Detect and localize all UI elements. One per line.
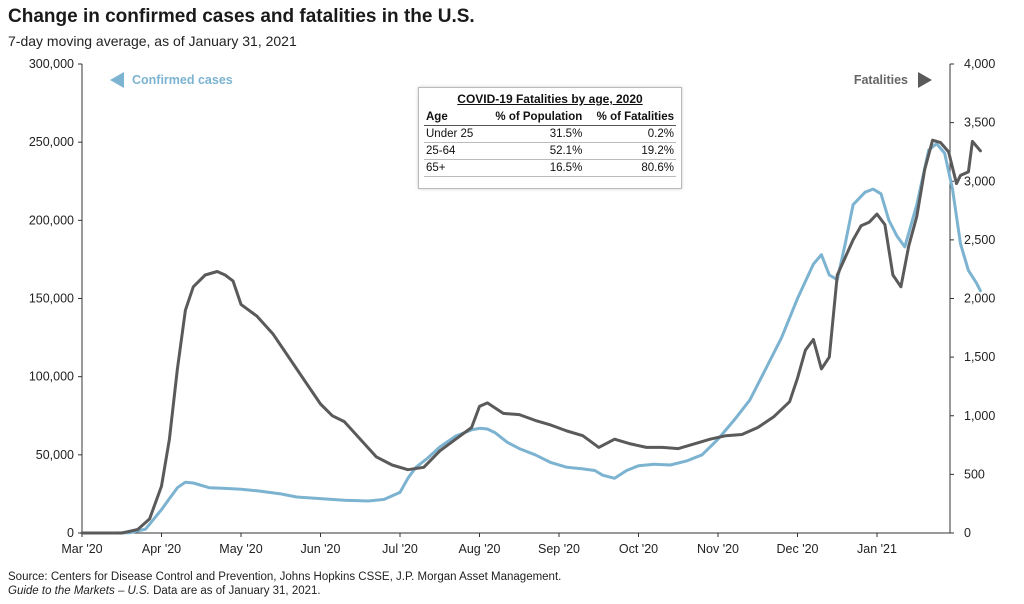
legend-fatalities-label: Fatalities [854, 73, 908, 87]
x-tick-label: Jul '20 [382, 542, 418, 556]
guide-note: Guide to the Markets – U.S. Data are as … [8, 584, 561, 598]
inset-cell: Under 25 [424, 125, 482, 143]
table-row: Under 25 31.5% 0.2% [424, 125, 676, 143]
x-tick-label: Aug '20 [458, 542, 500, 556]
inset-cell: 65+ [424, 159, 482, 177]
x-tick-label: Jan '21 [857, 542, 897, 556]
chart-title: Change in confirmed cases and fatalities… [8, 6, 475, 27]
y-right-tick-label: 0 [964, 526, 971, 540]
y-left-tick-label: 50,000 [36, 448, 74, 462]
inset-cell: 16.5% [481, 159, 585, 177]
legend-cases-label: Confirmed cases [132, 73, 233, 87]
inset-cell: 25-64 [424, 142, 482, 160]
inset-header-fatalities: % of Fatalities [584, 109, 676, 126]
series-line-fatalities [80, 138, 982, 535]
footer: Source: Centers for Disease Control and … [8, 570, 561, 598]
y-right-tick-label: 2,500 [964, 233, 995, 247]
series-line-confirmed-cases [80, 142, 982, 535]
table-row: 65+ 16.5% 80.6% [424, 159, 676, 177]
right-arrow-icon [918, 72, 932, 88]
chart-lines [80, 138, 982, 535]
y-left-tick-label: 200,000 [29, 213, 74, 227]
inset-cell: 52.1% [481, 142, 585, 160]
y-right-tick-label: 3,500 [964, 116, 995, 130]
inset-cell: 0.2% [584, 125, 676, 143]
y-right-tick-label: 4,000 [964, 57, 995, 71]
inset-header-age: Age [424, 109, 482, 126]
y-right-tick-label: 1,500 [964, 350, 995, 364]
y-left-tick-label: 0 [67, 526, 74, 540]
inset-cell: 31.5% [481, 125, 585, 143]
guide-title: Guide to the Markets – U.S. [8, 585, 150, 597]
x-tick-label: Jun '20 [301, 542, 341, 556]
inset-header-population: % of Population [481, 109, 585, 126]
left-arrow-icon [110, 72, 124, 88]
y-right-tick-label: 3,000 [964, 174, 995, 188]
inset-cell: 80.6% [584, 159, 676, 177]
fatalities-by-age-table: COVID-19 Fatalities by age, 2020 Age % o… [418, 87, 682, 189]
y-right-tick-label: 500 [964, 467, 985, 481]
chart-legend: Confirmed cases Fatalities [110, 72, 932, 88]
table-row: 25-64 52.1% 19.2% [424, 142, 676, 160]
chart-axes: 0 50,000 100,000 150,000 200,000 250,000 300,0… [29, 57, 996, 556]
x-tick-label: Nov '20 [697, 542, 739, 556]
y-right-tick-label: 2,000 [964, 292, 995, 306]
x-tick-label: Mar '20 [61, 542, 102, 556]
y-right-tick-label: 1,000 [964, 409, 995, 423]
y-left-tick-label: 150,000 [29, 292, 74, 306]
x-tick-label: Oct '20 [619, 542, 658, 556]
y-left-tick-label: 300,000 [29, 57, 74, 71]
chart-subtitle: 7-day moving average, as of January 31, … [8, 33, 297, 49]
inset-table: Age % of Population % of Fatalities Unde… [424, 109, 676, 177]
inset-cell: 19.2% [584, 142, 676, 160]
x-tick-label: Sep '20 [538, 542, 580, 556]
inset-title: COVID-19 Fatalities by age, 2020 [457, 92, 643, 106]
source-note: Source: Centers for Disease Control and … [8, 571, 562, 583]
x-tick-label: Dec '20 [777, 542, 819, 556]
x-tick-label: Apr '20 [142, 542, 181, 556]
guide-date: Data are as of January 31, 2021. [149, 585, 321, 597]
x-tick-label: May '20 [219, 542, 262, 556]
y-left-tick-label: 100,000 [29, 370, 74, 384]
inset-header-row: Age % of Population % of Fatalities [424, 109, 676, 126]
y-left-tick-label: 250,000 [29, 135, 74, 149]
